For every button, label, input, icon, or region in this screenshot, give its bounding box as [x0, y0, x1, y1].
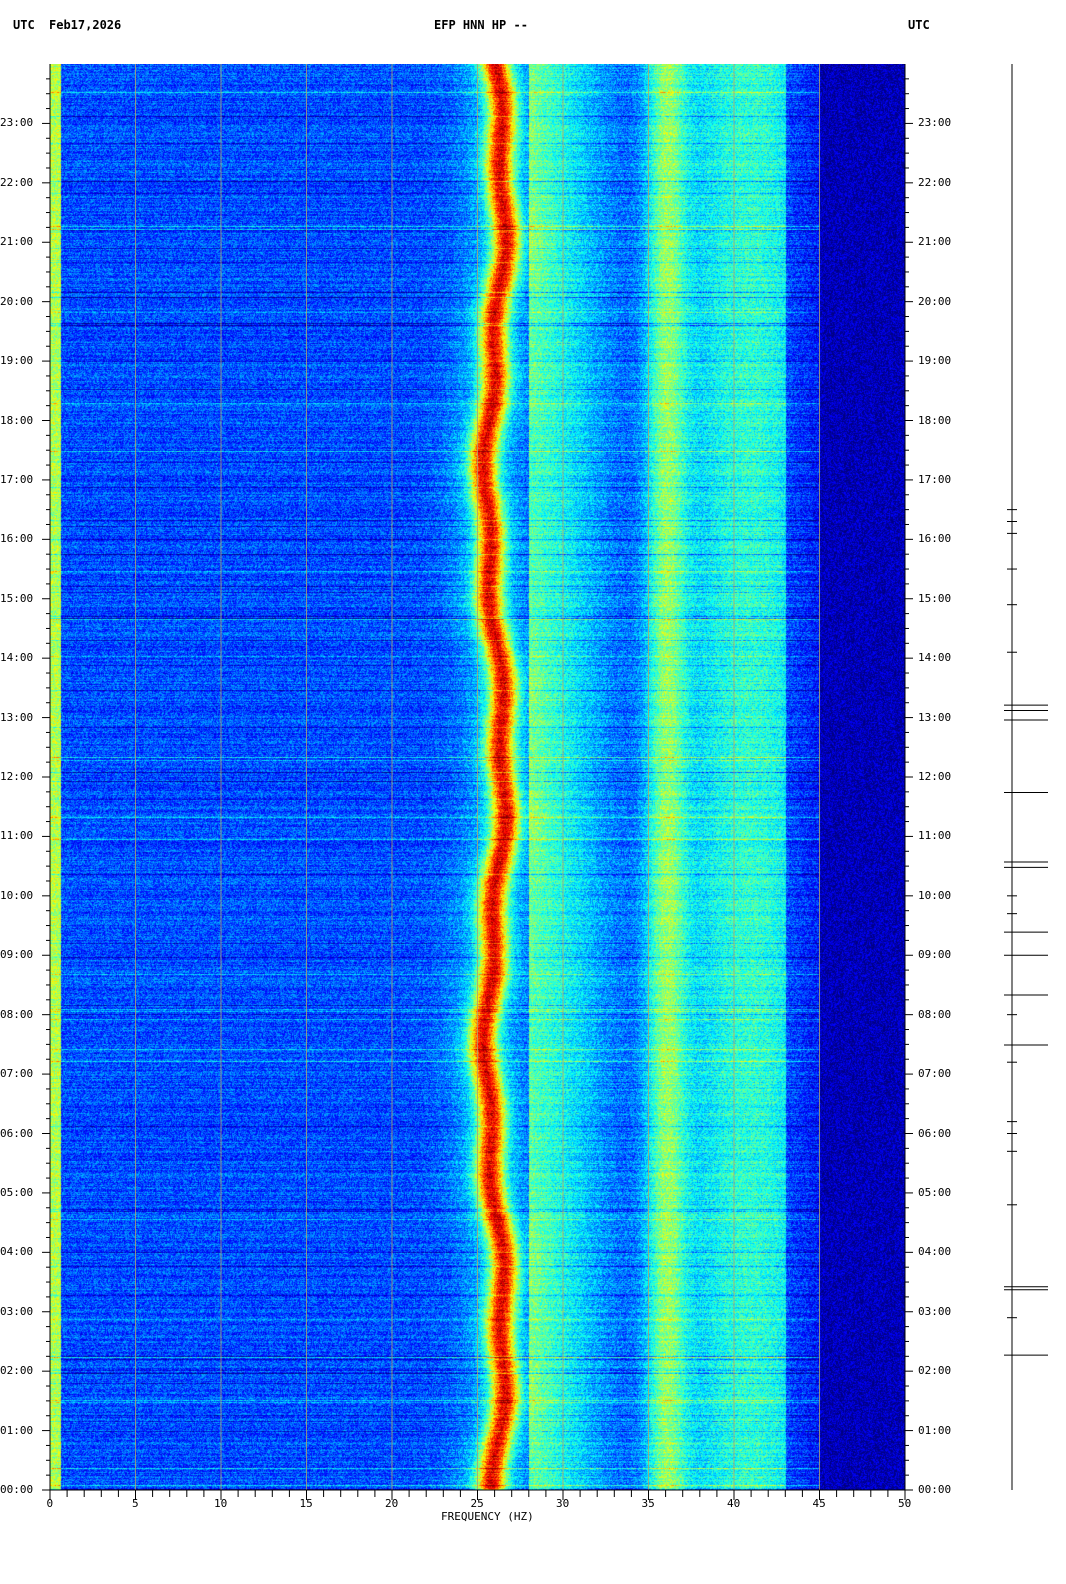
x-tick-label: 5: [132, 1497, 139, 1510]
y-tick-label-right: 13:00: [918, 710, 952, 724]
x-tick-label: 50: [898, 1497, 912, 1510]
y-tick-label-left: 17:00: [0, 472, 34, 486]
y-tick-label-right: 19:00: [918, 354, 952, 368]
y-tick-label-left: 02:00: [0, 1364, 34, 1378]
x-tick-label: 40: [727, 1497, 741, 1510]
y-tick-label-left: 13:00: [0, 710, 34, 724]
x-tick-label: 0: [46, 1497, 54, 1510]
x-tick-label: 20: [385, 1497, 399, 1510]
y-tick-label-left: 12:00: [0, 770, 34, 783]
y-tick-label-left: 08:00: [0, 1007, 34, 1021]
y-tick-label-right: 16:00: [918, 532, 952, 546]
y-tick-label-left: 18:00: [0, 413, 34, 427]
y-tick-label-right: 20:00: [918, 294, 952, 308]
y-tick-label-right: 22:00: [918, 175, 952, 189]
y-tick-label-right: 17:00: [918, 472, 952, 486]
x-tick-label: 30: [556, 1497, 570, 1510]
y-tick-label-left: 15:00: [0, 591, 34, 605]
y-tick-label-left: 00:00: [0, 1483, 34, 1496]
y-tick-label-left: 16:00: [0, 532, 34, 546]
utc-label-left: UTC: [13, 18, 35, 32]
y-tick-label-right: 21:00: [918, 235, 952, 249]
y-tick-label-right: 06:00: [918, 1126, 952, 1140]
y-tick-label-right: 23:00: [918, 116, 952, 130]
y-tick-label-left: 11:00: [0, 829, 34, 843]
y-tick-label-right: 02:00: [918, 1364, 952, 1378]
y-tick-label-right: 12:00: [918, 770, 952, 783]
station-title: EFP HNN HP --: [434, 18, 528, 32]
y-tick-label-left: 05:00: [0, 1185, 34, 1199]
y-tick-label-left: 07:00: [0, 1067, 34, 1081]
y-tick-label-left: 21:00: [0, 235, 34, 249]
utc-label-right: UTC: [908, 18, 930, 32]
y-tick-label-left: 06:00: [0, 1126, 34, 1140]
y-tick-label-right: 14:00: [918, 651, 952, 665]
y-tick-label-left: 22:00: [0, 175, 34, 189]
y-tick-label-right: 11:00: [918, 829, 952, 843]
y-tick-label-right: 09:00: [918, 948, 952, 962]
y-tick-label-left: 01:00: [0, 1423, 34, 1437]
y-tick-label-right: 15:00: [918, 591, 952, 605]
y-tick-label-left: 14:00: [0, 651, 34, 665]
date-label: Feb17,2026: [49, 18, 122, 32]
y-tick-label-right: 07:00: [918, 1067, 952, 1081]
x-tick-label: 25: [470, 1497, 484, 1510]
y-tick-label-right: 10:00: [918, 888, 952, 902]
y-tick-label-right: 08:00: [918, 1007, 952, 1021]
y-tick-label-right: 05:00: [918, 1185, 952, 1199]
y-tick-label-left: 23:00: [0, 116, 34, 130]
y-tick-label-left: 19:00: [0, 354, 34, 368]
y-tick-label-right: 01:00: [918, 1423, 952, 1437]
y-tick-label-left: 20:00: [0, 294, 34, 308]
x-axis-label: FREQUENCY (HZ): [441, 1510, 534, 1523]
y-tick-label-right: 04:00: [918, 1245, 952, 1259]
y-tick-label-right: 18:00: [918, 413, 952, 427]
y-tick-label-left: 03:00: [0, 1304, 34, 1318]
x-tick-label: 15: [299, 1497, 313, 1510]
x-tick-label: 10: [214, 1497, 228, 1510]
y-tick-label-left: 09:00: [0, 948, 34, 962]
y-tick-label-left: 10:00: [0, 888, 34, 902]
y-tick-label-right: 03:00: [918, 1304, 952, 1318]
x-tick-label: 35: [641, 1497, 655, 1510]
y-tick-label-right: 00:00: [918, 1483, 952, 1496]
x-tick-label: 45: [812, 1497, 826, 1510]
y-tick-label-left: 04:00: [0, 1245, 34, 1259]
